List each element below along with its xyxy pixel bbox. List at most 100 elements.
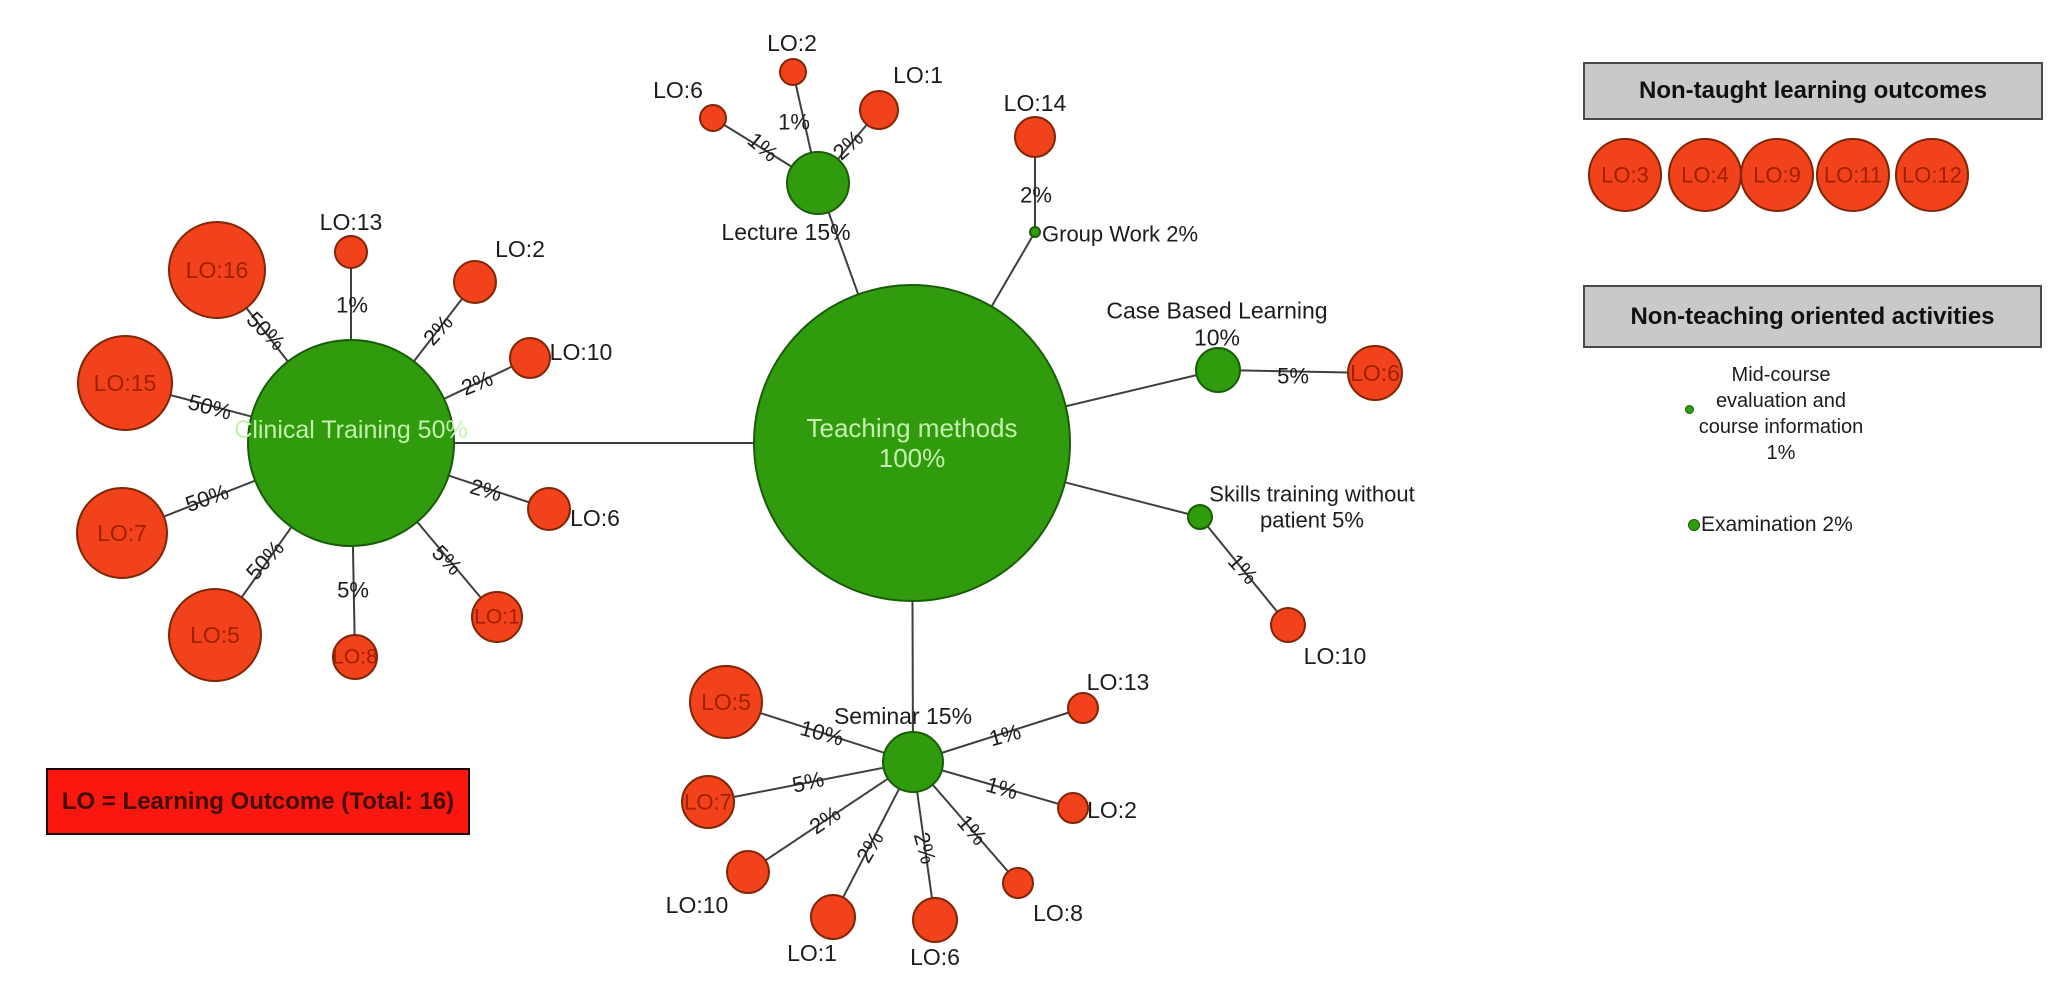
non-taught-outcomes-title: Non-taught learning outcomes [1639,77,1987,104]
node-lo12-panel [1895,138,1969,212]
node-lo1-lecture [859,90,899,130]
node-teaching-methods [753,284,1071,602]
label-lo13-clinical: LO:13 [320,209,383,235]
label-lecture: Lecture 15% [721,219,850,245]
label-lo10-seminar: LO:10 [666,892,729,918]
node-lo6-cbl [1347,345,1403,401]
edge-label-clinical-training--lo16-clinical: 50% [242,307,291,356]
label-lo2-seminar: LO:2 [1087,797,1137,823]
edge-label-seminar--lo1-seminar: 2% [851,827,889,867]
label-seminar: Seminar 15% [834,703,972,729]
edge-label-clinical-training--lo7-clinical: 50% [182,479,232,517]
edge-label-clinical-training--lo6-clinical: 2% [467,474,504,507]
label-clinical-training: Clinical Training 50% [234,416,467,444]
label-lo1-seminar: LO:1 [787,940,837,966]
label-lo7-seminar: LO:7 [684,790,732,815]
mid-course-line-4: 1% [1766,442,1796,464]
edge-label-seminar--lo8-seminar: 1% [952,810,992,850]
node-lo14-group [1014,116,1056,158]
node-lo8-seminar [1002,867,1034,899]
node-lo6-clinical [527,487,571,531]
examination-bullet-dot [1688,519,1700,531]
edge-label-seminar--lo7-seminar: 5% [790,766,827,798]
node-group-work-dot [1029,226,1041,238]
label-lo2-clinical: LO:2 [495,236,545,262]
label-lo6-lecture: LO:6 [653,77,703,103]
node-lo2-clinical [453,260,497,304]
node-lo13-seminar [1067,692,1099,724]
label-teaching-methods: 100% [879,443,946,473]
node-clinical-training [247,339,455,547]
node-lo3-panel [1588,138,1662,212]
label-lo8-seminar: LO:8 [1033,900,1083,926]
node-lo7-seminar [681,775,735,829]
non-teaching-activities-title: Non-teaching oriented activities [1630,302,1995,330]
label-lo10-skills: LO:10 [1304,643,1367,669]
node-lo16-clinical [168,221,266,319]
label-lo10-clinical: LO:10 [550,339,613,365]
label-lo6-seminar: LO:6 [910,944,960,970]
edge-label-seminar--lo2-seminar: 1% [983,772,1020,805]
mid-course-line-1: Mid-course [1731,364,1831,386]
node-case-based-learning [1195,347,1241,393]
node-lo10-clinical [509,337,551,379]
legend-label: LO = Learning Outcome (Total: 16) [61,787,455,815]
edge-label-group-work-dot--lo14-group: 2% [1020,183,1052,208]
edge-label-clinical-training--lo2-clinical: 2% [418,310,458,350]
label-lo3-panel: LO:3 [1601,163,1649,188]
node-lo6-lecture [699,104,727,132]
label-lo1-lecture: LO:1 [893,62,943,88]
mid-course-line-3: course information [1698,416,1864,438]
edge-label-case-based-learning--lo6-cbl: 5% [1277,364,1309,389]
edge-seminar--lo7-seminar [707,761,914,803]
node-lo7-clinical [76,487,168,579]
edge-seminar--lo10-seminar [747,761,914,873]
node-lo10-seminar [726,850,770,894]
label-lo6-clinical: LO:6 [570,505,620,531]
label-lo11-panel: LO:11 [1824,163,1882,188]
label-lo15-clinical: LO:15 [94,370,157,396]
non-taught-outcomes-header: Non-taught learning outcomes [1583,62,2043,120]
node-lo2-seminar [1057,792,1089,824]
mid-course-evaluation-label: Mid-course evaluation and course informa… [1665,362,1897,466]
edge-label-clinical-training--lo8-clinical: 5% [337,578,369,603]
node-seminar [882,731,944,793]
label-teaching-methods: Teaching methods [806,413,1017,443]
node-lecture [786,151,850,215]
node-lo11-panel [1816,138,1890,212]
node-lo2-lecture [779,58,807,86]
label-case-based-learning: 10% [1194,325,1240,351]
label-lo12-panel: LO:12 [1902,163,1962,188]
node-lo8-clinical [332,634,378,680]
node-lo1-clinical [471,591,523,643]
edge-skills-dot--lo10-skills [1199,516,1289,626]
label-lo5-clinical: LO:5 [190,622,240,648]
label-case-based-learning: Case Based Learning [1106,298,1327,324]
node-lo10-skills [1270,607,1306,643]
node-lo5-seminar [689,665,763,739]
node-lo13-clinical [334,235,368,269]
label-lo6-cbl: LO:6 [1350,360,1400,386]
edge-label-seminar--lo13-seminar: 1% [986,719,1023,751]
label-lo5-seminar: LO:5 [701,689,751,715]
node-lo5-clinical [168,588,262,682]
edge-label-seminar--lo6-seminar: 2% [909,829,941,866]
edge-label-clinical-training--lo15-clinical: 50% [185,389,234,425]
node-lo9-panel [1740,138,1814,212]
examination-label: Examination 2% [1701,513,1853,536]
edge-label-clinical-training--lo5-clinical: 50% [241,535,289,584]
node-lo6-seminar [912,897,958,943]
edge-label-seminar--lo10-seminar: 2% [805,801,845,840]
label-lo13-seminar: LO:13 [1087,669,1150,695]
edge-label-lecture--lo2-lecture: 1% [778,110,810,135]
legend-box: LO = Learning Outcome (Total: 16) [46,768,470,835]
label-skills-dot: patient 5% [1260,508,1364,533]
node-lo15-clinical [77,335,173,431]
node-lo1-seminar [810,894,856,940]
label-lo2-lecture: LO:2 [767,30,817,56]
node-skills-dot [1187,504,1213,530]
edge-label-clinical-training--lo10-clinical: 2% [458,365,497,400]
label-lo7-clinical: LO:7 [97,520,147,546]
mid-course-line-2: evaluation and [1715,390,1847,412]
